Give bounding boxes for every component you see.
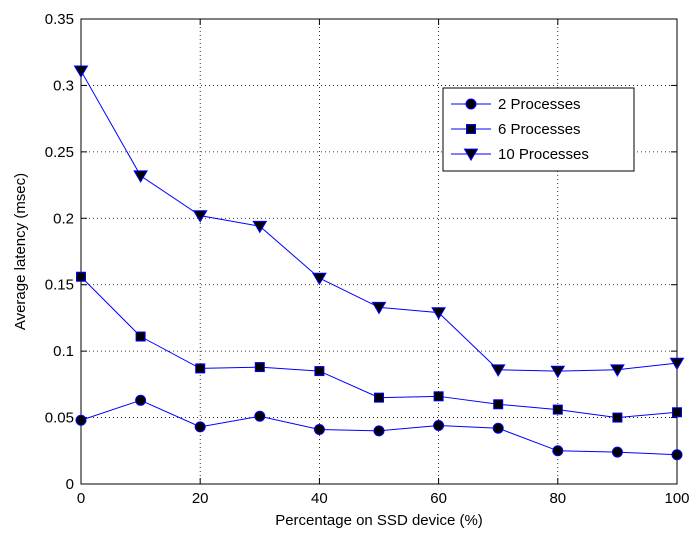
y-axis-label: Average latency (msec) [12, 173, 29, 330]
legend-item: 6 Processes [451, 121, 581, 138]
legend-label: 2 Processes [498, 96, 581, 113]
y-tick-label: 0.35 [45, 11, 74, 28]
data-point-square [433, 391, 444, 402]
data-point-triangle [371, 301, 387, 315]
data-point-triangle [192, 210, 208, 223]
y-tick-label: 0.1 [53, 343, 74, 360]
y-tick-label: 0.25 [45, 144, 74, 161]
x-tick-label: 40 [311, 490, 328, 507]
data-point-square [493, 399, 504, 410]
legend: 2 Processes 6 Processes 10 Processes [442, 87, 635, 172]
data-point-square [466, 124, 476, 134]
y-tick-label: 0.15 [45, 277, 74, 294]
data-point-circle [254, 410, 266, 422]
data-point-circle [194, 421, 206, 433]
data-point-triangle [463, 148, 479, 162]
data-point-triangle [550, 365, 566, 379]
data-point-square [195, 363, 206, 374]
data-point-triangle [133, 170, 148, 183]
data-point-circle [373, 425, 385, 437]
data-point-square [314, 366, 325, 377]
data-point-circle [611, 446, 623, 458]
data-point-circle [313, 424, 325, 436]
axis-ticks: 0 20 40 60 80 100 0 0.05 0.1 0.15 0.2 0.25 0.3 0.35 [45, 11, 690, 507]
series-6-processes [76, 271, 682, 423]
data-point-circle [465, 98, 477, 110]
legend-item: 10 Processes [451, 146, 589, 163]
data-point-triangle [431, 307, 446, 320]
data-point-circle [75, 414, 87, 426]
data-point-triangle [312, 272, 327, 286]
data-point-square [254, 362, 265, 373]
data-point-square [612, 412, 623, 423]
x-tick-label: 80 [549, 490, 566, 507]
y-tick-label: 0.3 [53, 77, 74, 94]
data-point-triangle [490, 364, 506, 377]
data-point-triangle [252, 220, 268, 234]
legend-label: 6 Processes [498, 121, 581, 138]
data-point-triangle [669, 357, 685, 371]
data-point-square [76, 271, 86, 282]
y-tick-label: 0.2 [53, 210, 74, 227]
series-10-processes [73, 65, 685, 379]
x-tick-label: 60 [430, 490, 447, 507]
plot-area [80, 18, 678, 485]
legend-item: 2 Processes [451, 96, 581, 113]
series-group [73, 65, 685, 461]
data-point-triangle [73, 65, 89, 78]
data-point-square [135, 331, 146, 342]
data-point-circle [552, 445, 564, 457]
series-2-processes [75, 394, 683, 461]
data-point-square [672, 407, 682, 418]
data-point-circle [135, 394, 147, 406]
data-point-circle [671, 449, 683, 461]
legend-label: 10 Processes [498, 146, 589, 163]
y-tick-label: 0 [66, 476, 74, 493]
y-tick-label: 0.05 [45, 410, 74, 427]
data-point-triangle [610, 364, 625, 377]
x-axis-label: Percentage on SSD device (%) [275, 512, 483, 529]
data-point-square [374, 392, 384, 403]
data-point-circle [492, 422, 504, 434]
grid-lines [81, 19, 677, 484]
data-point-square [552, 404, 563, 415]
x-tick-label: 100 [664, 490, 689, 507]
data-point-circle [433, 420, 445, 432]
x-tick-label: 0 [77, 490, 85, 507]
x-tick-label: 20 [192, 490, 209, 507]
